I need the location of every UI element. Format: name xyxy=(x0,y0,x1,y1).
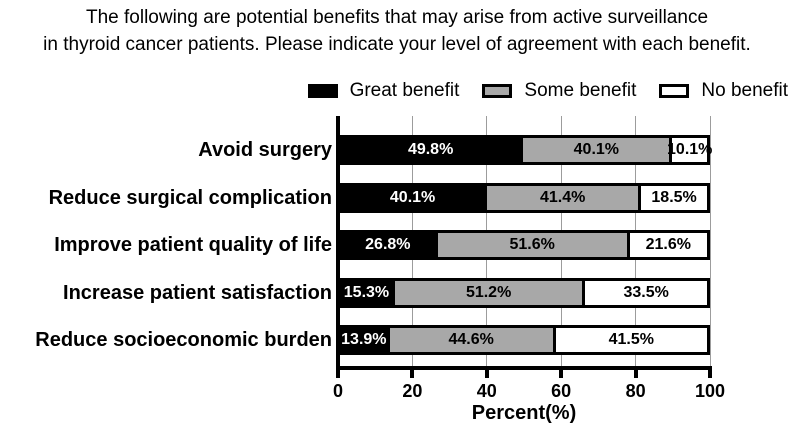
legend-swatch-no-benefit xyxy=(659,84,690,98)
bar-value-label: 44.6% xyxy=(448,331,494,348)
category-label: Reduce socioeconomic burden xyxy=(35,329,332,351)
bar-segment: 41.5% xyxy=(555,325,710,355)
x-axis-tick xyxy=(410,370,415,378)
x-axis-tick-label: 40 xyxy=(476,381,497,401)
legend-swatch-some-benefit xyxy=(482,84,513,98)
x-axis-tick-label: 20 xyxy=(402,381,423,401)
bar-segment: 49.8% xyxy=(338,135,524,165)
bar-segment: 44.6% xyxy=(389,325,556,355)
category-labels: Avoid surgery Reduce surgical complicatio… xyxy=(0,0,332,435)
legend-item-some-benefit: Some benefit xyxy=(482,80,636,102)
bar-segment: 41.4% xyxy=(487,182,642,213)
bar-value-label: 33.5% xyxy=(623,283,669,301)
legend-label-great-benefit: Great benefit xyxy=(349,80,460,101)
bar-value-label: 40.1% xyxy=(573,141,620,158)
bar-segment: 21.6% xyxy=(629,230,710,260)
category-label: Reduce surgical complication xyxy=(48,186,332,209)
bar-segment: 51.6% xyxy=(437,230,630,260)
bar-segment: 18.5% xyxy=(641,182,710,213)
x-axis-tick xyxy=(633,370,638,378)
x-axis-tick-label: 0 xyxy=(332,381,344,401)
x-axis-line xyxy=(336,366,712,370)
bar-value-label: 40.1% xyxy=(389,188,436,206)
legend-item-no-benefit: No benefit xyxy=(659,80,788,102)
figure-title-line2: in thyroid cancer patients. Please indic… xyxy=(43,34,751,55)
category-label: Increase patient satisfaction xyxy=(63,281,332,304)
x-axis-tick-label: 60 xyxy=(551,381,572,401)
bar-row: 40.1% 41.4% 18.5% xyxy=(338,182,710,213)
legend-label-no-benefit: No benefit xyxy=(701,80,788,101)
figure-title-line1: The following are potential benefits tha… xyxy=(85,7,709,28)
bar-value-label: 26.8% xyxy=(365,236,411,253)
bar-row: 26.8% 51.6% 21.6% xyxy=(338,230,710,260)
bar-value-label: 13.9% xyxy=(341,331,387,348)
bar-value-label: 41.5% xyxy=(608,331,654,348)
bar-value-label: 51.2% xyxy=(465,283,512,301)
bar-value-label: 18.5% xyxy=(651,188,697,206)
bar-value-label: 41.4% xyxy=(539,188,586,206)
bar-row: 49.8% 40.1% 10.1% xyxy=(338,135,712,165)
x-axis-tick-label: 80 xyxy=(625,381,646,401)
x-axis-title: Percent(%) xyxy=(471,402,577,424)
bar-value-label: 15.3% xyxy=(343,283,390,301)
bar-value-label: 21.6% xyxy=(645,236,691,253)
x-axis-tick-label: 100 xyxy=(694,381,726,401)
bar-row: 15.3% 51.2% 33.5% xyxy=(338,277,710,308)
bar-segment: 10.1% xyxy=(667,135,712,165)
bar-segment: 26.8% xyxy=(338,230,438,260)
bar-value-label: 10.1% xyxy=(667,141,713,158)
bar-row: 13.9% 44.6% 41.5% xyxy=(338,325,710,355)
bar-segment: 40.1% xyxy=(523,135,673,165)
bar-value-label: 49.8% xyxy=(407,141,454,158)
legend-item-great-benefit: Great benefit xyxy=(307,80,460,102)
legend-label-some-benefit: Some benefit xyxy=(524,80,637,101)
bar-value-label: 51.6% xyxy=(509,236,555,253)
x-axis-tick xyxy=(484,370,489,378)
legend-swatch-great-benefit xyxy=(307,84,338,98)
bar-segment: 51.2% xyxy=(394,277,586,308)
legend: Great benefit Some benefit No benefit xyxy=(307,80,788,102)
category-label: Improve patient quality of life xyxy=(54,234,332,256)
bar-segment: 13.9% xyxy=(338,325,390,355)
x-axis-tick xyxy=(708,370,712,378)
bar-segment: 40.1% xyxy=(338,182,488,213)
plot-area: Percent(%) 0 20 40 60 80 100 49.8% 40.1% 10.1% 40… xyxy=(333,116,725,424)
bar-segment: 33.5% xyxy=(585,277,710,308)
category-label: Avoid surgery xyxy=(198,139,332,161)
x-axis-tick xyxy=(559,370,564,378)
figure-title: The following are potential benefits tha… xyxy=(0,4,794,58)
gridline xyxy=(709,116,711,366)
x-axis-tick xyxy=(336,370,340,378)
bar-segment: 15.3% xyxy=(338,277,395,308)
